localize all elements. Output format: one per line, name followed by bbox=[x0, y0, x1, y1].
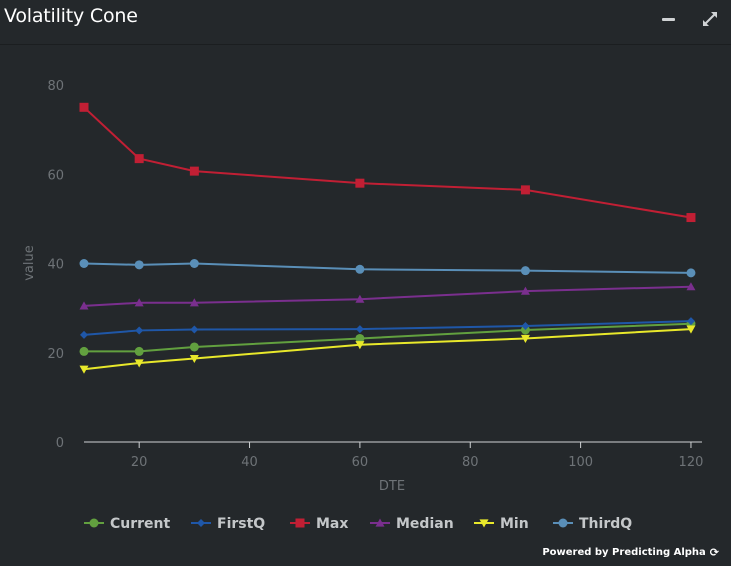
legend-swatch-marker bbox=[375, 518, 385, 527]
legend-swatch-marker bbox=[558, 518, 568, 528]
legend-label: Max bbox=[316, 516, 348, 532]
data-point-min bbox=[355, 341, 365, 350]
data-point-median bbox=[686, 282, 696, 291]
data-point-current bbox=[79, 346, 89, 356]
legend-item-firstq[interactable]: FirstQ bbox=[191, 516, 265, 532]
y-tick-label: 20 bbox=[47, 347, 64, 362]
legend-label: Current bbox=[110, 516, 171, 532]
legend-swatch-marker bbox=[197, 519, 205, 527]
x-tick-label: 20 bbox=[131, 455, 148, 470]
series-thirdq bbox=[79, 259, 696, 278]
legend-label: FirstQ bbox=[217, 516, 265, 532]
data-point-firstq bbox=[686, 317, 695, 326]
legend: Current FirstQ Max Median Min ThirdQ bbox=[84, 516, 632, 532]
series-median bbox=[79, 282, 696, 310]
data-point-firstq bbox=[355, 325, 364, 334]
data-point-max bbox=[355, 178, 365, 188]
data-point-median bbox=[520, 286, 530, 295]
chart-title: Volatility Cone bbox=[4, 5, 138, 27]
data-point-min bbox=[79, 365, 89, 374]
series-line-thirdq bbox=[83, 262, 691, 274]
data-point-median bbox=[189, 298, 199, 307]
legend-item-current[interactable]: Current bbox=[84, 516, 171, 532]
data-point-firstq bbox=[521, 321, 530, 330]
y-tick-label: 60 bbox=[47, 168, 64, 183]
expand-icon bbox=[703, 12, 717, 26]
data-point-thirdq bbox=[520, 266, 530, 276]
series-line-current bbox=[84, 322, 692, 353]
data-point-max bbox=[79, 102, 89, 112]
data-point-current bbox=[355, 333, 365, 343]
data-point-thirdq bbox=[686, 268, 696, 278]
series-line-firstq bbox=[83, 320, 691, 336]
legend-item-min[interactable]: Min bbox=[474, 516, 529, 532]
footer: Powered by Predicting Alpha ⟳ bbox=[542, 546, 719, 559]
legend-swatch-marker bbox=[295, 518, 305, 528]
data-point-thirdq bbox=[355, 264, 365, 274]
data-point-firstq bbox=[80, 330, 88, 339]
y-tick-label: 0 bbox=[56, 436, 64, 451]
data-point-min bbox=[189, 354, 199, 364]
data-point-median bbox=[134, 298, 144, 307]
data-point-thirdq bbox=[189, 259, 199, 268]
series-line-min bbox=[83, 328, 692, 371]
data-point-firstq bbox=[190, 325, 199, 334]
x-tick-label: 120 bbox=[679, 455, 704, 470]
data-point-firstq bbox=[135, 326, 144, 335]
data-point-max bbox=[134, 154, 144, 164]
series-layer bbox=[79, 102, 696, 374]
legend-item-thirdq[interactable]: ThirdQ bbox=[553, 516, 632, 532]
data-point-median bbox=[355, 294, 365, 303]
data-point-min bbox=[686, 325, 696, 334]
y-axis: 0 20 40 60 80 bbox=[47, 79, 64, 451]
legend-swatch-marker bbox=[479, 519, 489, 528]
x-tick-label: 100 bbox=[568, 455, 593, 470]
minimize-icon bbox=[662, 18, 675, 21]
data-point-max bbox=[686, 213, 696, 223]
spinner-icon: ⟳ bbox=[709, 546, 719, 559]
data-point-current bbox=[189, 342, 199, 352]
series-firstq bbox=[80, 317, 695, 339]
y-tick-label: 80 bbox=[47, 79, 64, 94]
y-tick-label: 40 bbox=[47, 258, 64, 273]
x-tick-label: 60 bbox=[352, 455, 369, 470]
chart-header: Volatility Cone bbox=[0, 0, 731, 45]
data-point-max bbox=[189, 166, 199, 176]
legend-label: ThirdQ bbox=[579, 516, 632, 532]
legend-item-median[interactable]: Median bbox=[370, 516, 454, 532]
data-point-thirdq bbox=[134, 260, 144, 270]
series-line-max bbox=[83, 106, 692, 219]
data-point-median bbox=[79, 301, 89, 310]
x-axis-label: DTE bbox=[379, 479, 405, 494]
legend-label: Median bbox=[396, 516, 454, 532]
series-max bbox=[79, 102, 696, 223]
data-point-max bbox=[520, 185, 530, 195]
y-axis-label: value bbox=[22, 245, 37, 281]
series-current bbox=[79, 319, 696, 356]
data-point-min bbox=[520, 334, 530, 343]
volatility-chart: 0 20 40 60 80 20 40 60 80 100 120 value DTE Curre… bbox=[22, 79, 704, 532]
legend-label: Min bbox=[500, 516, 529, 532]
x-axis: 20 40 60 80 100 120 bbox=[84, 441, 704, 470]
data-point-current bbox=[134, 346, 144, 356]
legend-swatch-marker bbox=[89, 518, 99, 528]
powered-by-text: Powered by Predicting Alpha bbox=[542, 547, 706, 558]
expand-button[interactable] bbox=[700, 9, 720, 29]
minimize-button[interactable] bbox=[660, 10, 678, 28]
series-line-median bbox=[83, 285, 691, 307]
x-tick-label: 80 bbox=[462, 455, 479, 470]
data-point-thirdq bbox=[79, 259, 89, 268]
x-tick-label: 40 bbox=[241, 455, 258, 470]
data-point-current bbox=[520, 325, 530, 335]
data-point-min bbox=[134, 359, 144, 368]
series-min bbox=[79, 325, 696, 374]
legend-item-max[interactable]: Max bbox=[290, 516, 348, 532]
